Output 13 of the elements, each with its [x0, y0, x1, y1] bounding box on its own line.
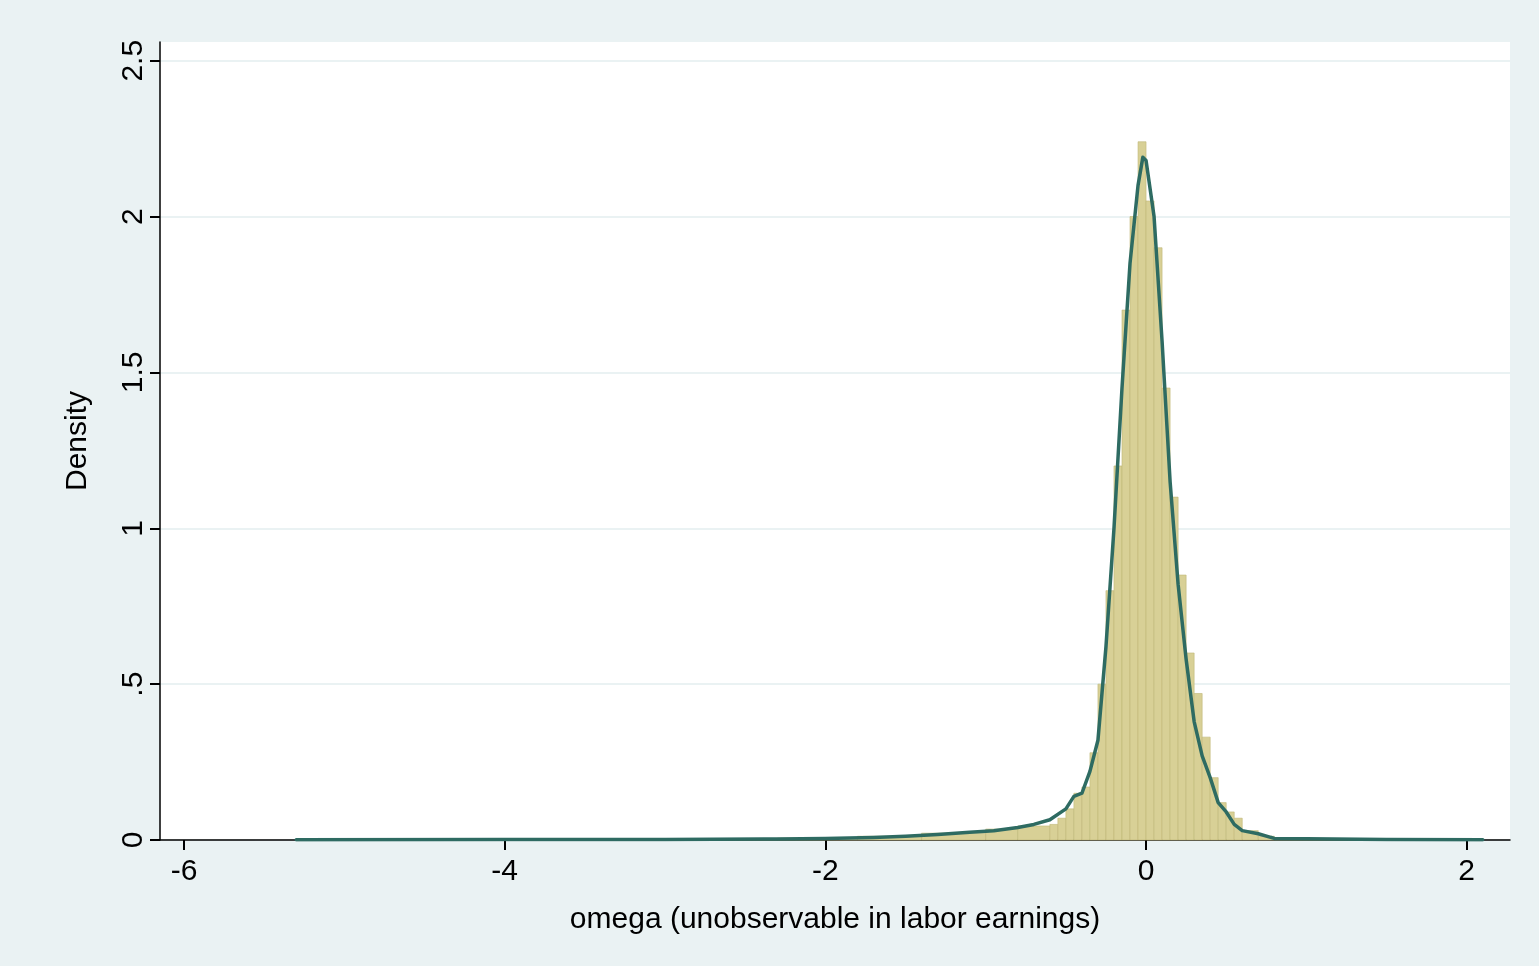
y-tick-label: 0 [114, 831, 148, 849]
y-tick-label: 1 [114, 519, 148, 537]
y-tick-label: 1.5 [114, 351, 148, 394]
x-tick-label: 0 [1137, 852, 1155, 886]
y-tick-label: 2.5 [114, 39, 148, 82]
y-tick-label: 2 [114, 208, 148, 225]
x-axis-title: omega (unobservable in labor earnings) [569, 900, 1101, 934]
y-tick-label: .5 [114, 671, 148, 697]
y-axis-title: Density [58, 390, 92, 492]
x-tick-label: -2 [812, 852, 839, 886]
x-tick-label: -4 [491, 852, 519, 886]
x-tick-label: 2 [1458, 852, 1476, 886]
x-tick-label: -6 [170, 852, 198, 886]
